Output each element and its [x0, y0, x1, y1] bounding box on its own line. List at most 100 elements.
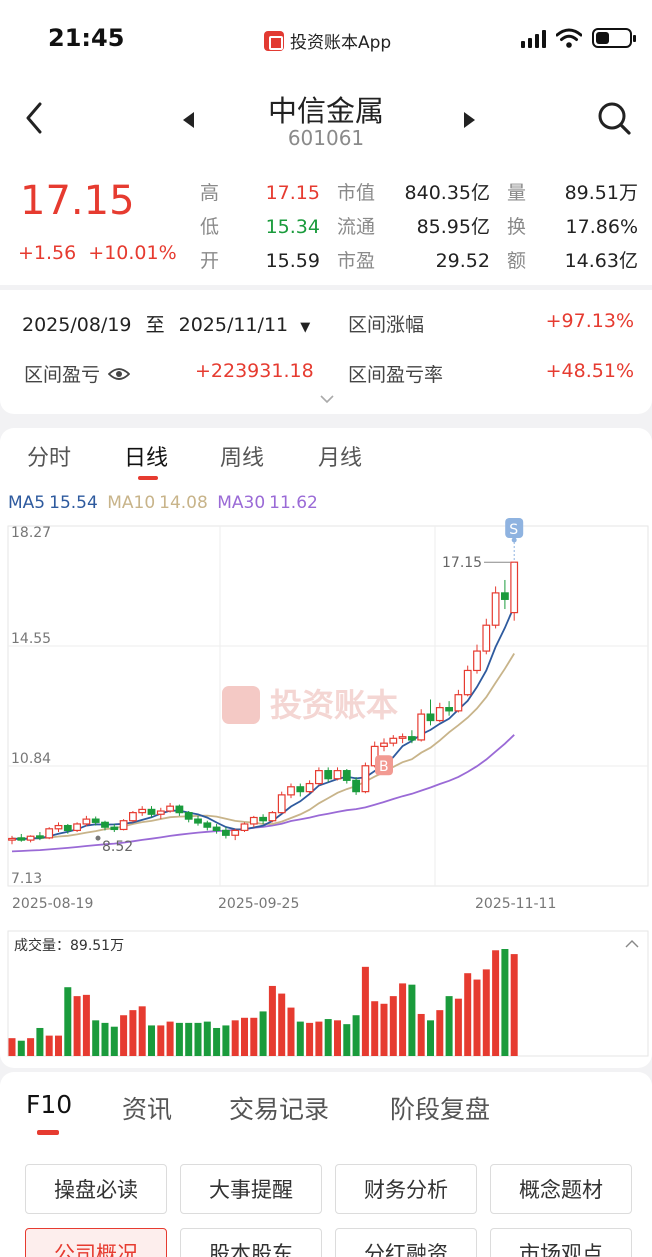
- volume-bar: [492, 950, 500, 1056]
- status-app: 投资账本App: [264, 28, 391, 53]
- candle-body: [63, 824, 72, 832]
- candle-body: [101, 821, 109, 828]
- volume-bar: [241, 1017, 248, 1056]
- back-arrow-icon[interactable]: [20, 98, 50, 138]
- candle-body: [138, 808, 147, 814]
- tab-monthly[interactable]: 月线: [318, 446, 363, 471]
- candle-body: [54, 824, 63, 830]
- tab-f10[interactable]: F10: [26, 1090, 73, 1119]
- candle-body: [435, 707, 444, 722]
- expand-chevron-icon[interactable]: [319, 394, 335, 404]
- eye-icon[interactable]: [107, 366, 131, 382]
- x-tick-label: 2025-11-11: [475, 896, 556, 912]
- volume-bar: [82, 994, 90, 1056]
- candle-body: [408, 736, 416, 741]
- btn-financials[interactable]: 财务分析: [335, 1164, 477, 1214]
- status-icons: [521, 28, 636, 48]
- quote-label: 高: [200, 182, 220, 204]
- btn-events[interactable]: 大事提醒: [180, 1164, 322, 1214]
- btn-market-views[interactable]: 市场观点: [490, 1228, 632, 1257]
- volume-bar: [250, 1017, 258, 1056]
- quote-labels-col3: 量 换 额: [507, 176, 526, 278]
- volume-bar: [287, 1007, 295, 1056]
- volume-bar: [510, 954, 518, 1056]
- kline-chart[interactable]: 18.27 14.55 10.84 7.13 2025-08-19 2025-09-25 2…: [0, 516, 652, 1068]
- y-tick-label: 14.55: [11, 631, 51, 647]
- candle-body: [184, 812, 193, 820]
- volume-bar: [454, 998, 462, 1056]
- volume-bar: [315, 1021, 323, 1056]
- btn-shareholders[interactable]: 股本股东: [180, 1228, 322, 1257]
- tab-indicator: [138, 476, 158, 480]
- candle-body: [315, 770, 323, 785]
- tab-news[interactable]: 资讯: [122, 1095, 173, 1124]
- low-value: 15.34: [265, 216, 320, 238]
- candle-body: [156, 810, 165, 815]
- volume-bar: [157, 1025, 165, 1056]
- candle-body: [91, 818, 100, 823]
- candle-body: [17, 837, 26, 841]
- open-value: 15.59: [265, 250, 320, 272]
- volume-bar: [203, 1021, 211, 1056]
- status-bar: 21:45 投资账本App: [0, 0, 652, 80]
- candle-body: [305, 782, 314, 793]
- watermark-text: 投资账本: [270, 686, 398, 724]
- tab-daily[interactable]: 日线: [124, 446, 169, 471]
- btn-trading-guide[interactable]: 操盘必读: [25, 1164, 167, 1214]
- candle-body: [463, 669, 472, 696]
- btn-dividends[interactable]: 分红融资: [335, 1228, 477, 1257]
- volume-bar: [8, 1038, 16, 1056]
- candle-body: [166, 805, 175, 812]
- candle-body: [268, 812, 277, 822]
- candle-body: [231, 829, 240, 836]
- btn-concepts[interactable]: 概念题材: [490, 1164, 632, 1214]
- search-icon[interactable]: [596, 100, 632, 136]
- candle-body: [417, 713, 426, 741]
- volume-bar: [231, 1020, 239, 1056]
- volume-bar: [185, 1022, 193, 1056]
- volume-bar: [324, 1019, 332, 1056]
- ma10-value: 14.08: [159, 493, 208, 513]
- quote-label: 市盈: [337, 250, 376, 272]
- volume-bar: [148, 1025, 155, 1056]
- volume-bar: [138, 1006, 146, 1056]
- volume-bar: [73, 996, 81, 1056]
- candle-body: [82, 818, 91, 825]
- f10-tab-indicator: [37, 1130, 59, 1135]
- candle-body: [333, 770, 342, 780]
- tab-intraday[interactable]: 分时: [27, 446, 72, 471]
- candle-body: [454, 694, 463, 712]
- candle-body: [287, 786, 295, 796]
- quote-panel: 17.15 +1.56 +10.01% 高 低 开 17.15 15.34 15…: [0, 160, 652, 285]
- candle-body: [110, 826, 119, 831]
- tab-weekly[interactable]: 周线: [220, 446, 265, 471]
- next-stock-icon[interactable]: [460, 110, 478, 130]
- pnl-label: 区间盈亏: [24, 364, 101, 386]
- volume-bar: [194, 1022, 202, 1056]
- quote-label: 流通: [337, 216, 376, 238]
- volume-bar: [55, 1035, 62, 1056]
- stock-code: 601061: [287, 126, 365, 150]
- candle-body: [501, 592, 509, 600]
- volume-value: 89.51万: [564, 182, 638, 204]
- pnl-rate-label: 区间盈亏率: [348, 364, 444, 386]
- volume-bar: [352, 1015, 360, 1056]
- candle-body: [240, 823, 249, 832]
- candle-body: [398, 736, 407, 739]
- date-range-selector[interactable]: 2025/08/19 至 2025/11/11 ▼: [22, 310, 310, 337]
- candle-body: [129, 812, 137, 822]
- tab-trade-records[interactable]: 交易记录: [229, 1095, 330, 1124]
- market-cap-value: 840.35亿: [404, 182, 490, 204]
- candle-body: [175, 805, 184, 814]
- volume-bar: [27, 1038, 35, 1056]
- volume-bar: [436, 1010, 444, 1056]
- prev-stock-icon[interactable]: [180, 110, 198, 130]
- tab-stage-review[interactable]: 阶段复盘: [390, 1095, 491, 1124]
- change-amount: +1.56: [18, 242, 77, 264]
- sell-marker-dot: [511, 537, 517, 543]
- candle-body: [194, 818, 202, 824]
- volume-bar: [389, 996, 397, 1056]
- volume-bar: [120, 1015, 128, 1056]
- ma5-value: 15.54: [49, 493, 98, 513]
- btn-company-profile[interactable]: 公司概况: [25, 1228, 167, 1257]
